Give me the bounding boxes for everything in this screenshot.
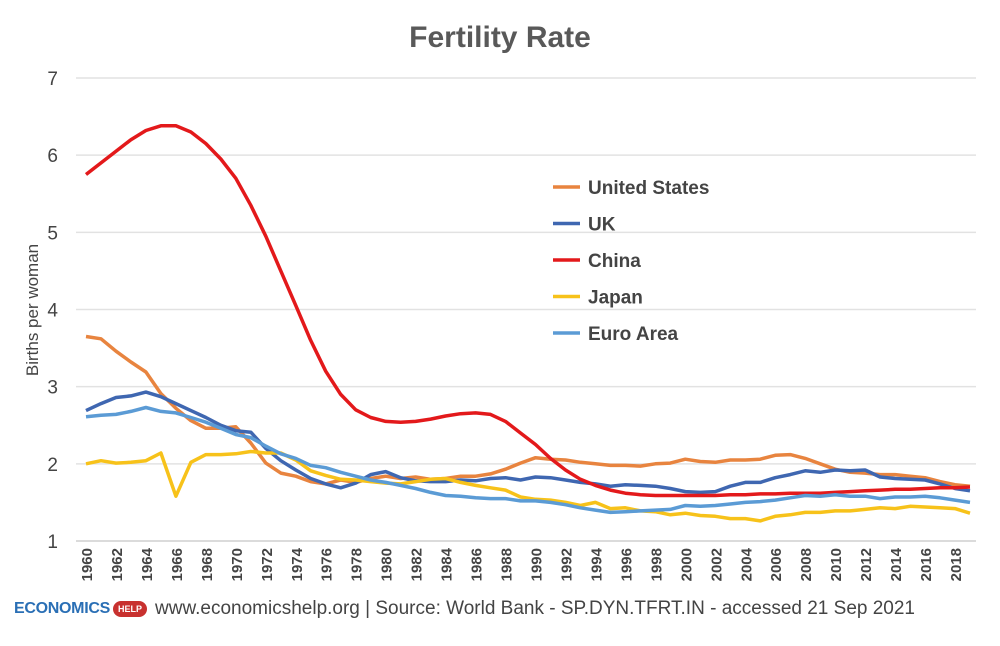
x-tick-label: 2006 <box>768 548 785 581</box>
x-tick-label: 2010 <box>828 548 845 581</box>
x-tick-label: 2008 <box>798 548 815 581</box>
x-tick-label: 1984 <box>439 547 456 581</box>
legend-label: Japan <box>588 288 643 309</box>
economics-help-logo[interactable]: ECONOMICS HELP <box>14 600 147 618</box>
x-tick-label: 1968 <box>199 548 216 581</box>
x-tick-label: 2018 <box>948 548 965 581</box>
x-tick-label: 2004 <box>738 547 755 581</box>
x-tick-label: 2016 <box>918 548 935 581</box>
y-tick-label: 4 <box>47 301 58 322</box>
x-tick-label: 1966 <box>169 548 186 581</box>
x-tick-label: 2012 <box>858 548 875 581</box>
series-line-china <box>84 124 971 498</box>
x-tick-label: 1962 <box>109 548 126 581</box>
y-tick-label: 5 <box>47 223 58 244</box>
source-text: www.economicshelp.org | Source: World Ba… <box>155 598 915 619</box>
x-tick-label: 1990 <box>528 548 545 581</box>
logo-badge: HELP <box>112 601 147 617</box>
x-tick-label: 2002 <box>708 548 725 581</box>
chart-title: Fertility Rate <box>409 21 591 54</box>
x-tick-label: 1972 <box>259 548 276 581</box>
x-tick-label: 2000 <box>678 548 695 581</box>
x-tick-label: 1964 <box>139 547 156 581</box>
x-tick-label: 1976 <box>319 548 336 581</box>
legend-label: Euro Area <box>588 324 679 345</box>
y-tick-label: 3 <box>47 378 58 399</box>
legend-label: China <box>588 251 641 272</box>
x-tick-label: 1978 <box>349 548 366 581</box>
x-tick-label: 1994 <box>588 547 605 581</box>
y-tick-label: 6 <box>47 146 58 167</box>
series-line-united-states <box>85 334 971 488</box>
series-line-euro-area <box>85 405 971 515</box>
logo-text: ECONOMICS <box>14 600 110 617</box>
series-line-japan <box>85 449 971 523</box>
y-tick-label: 1 <box>47 532 58 553</box>
y-tick-label: 2 <box>47 455 58 476</box>
legend-label: UK <box>588 215 616 236</box>
footer: ECONOMICS HELP www.economicshelp.org | S… <box>14 598 915 620</box>
series-line-uk <box>85 390 971 495</box>
x-tick-label: 1986 <box>469 548 486 581</box>
x-tick-label: 1982 <box>409 548 426 581</box>
x-tick-label: 1970 <box>229 548 246 581</box>
x-tick-label: 1974 <box>289 547 306 581</box>
x-tick-label: 1988 <box>499 548 516 581</box>
x-tick-label: 1980 <box>379 548 396 581</box>
x-tick-label: 1960 <box>79 548 96 581</box>
x-tick-label: 1996 <box>618 548 635 581</box>
x-tick-label: 2014 <box>888 547 905 581</box>
legend-label: United States <box>588 178 709 199</box>
x-tick-label: 1992 <box>558 548 575 581</box>
y-tick-label: 7 <box>47 69 58 90</box>
x-tick-label: 1998 <box>648 548 665 581</box>
y-axis-label: Births per woman <box>23 244 42 376</box>
